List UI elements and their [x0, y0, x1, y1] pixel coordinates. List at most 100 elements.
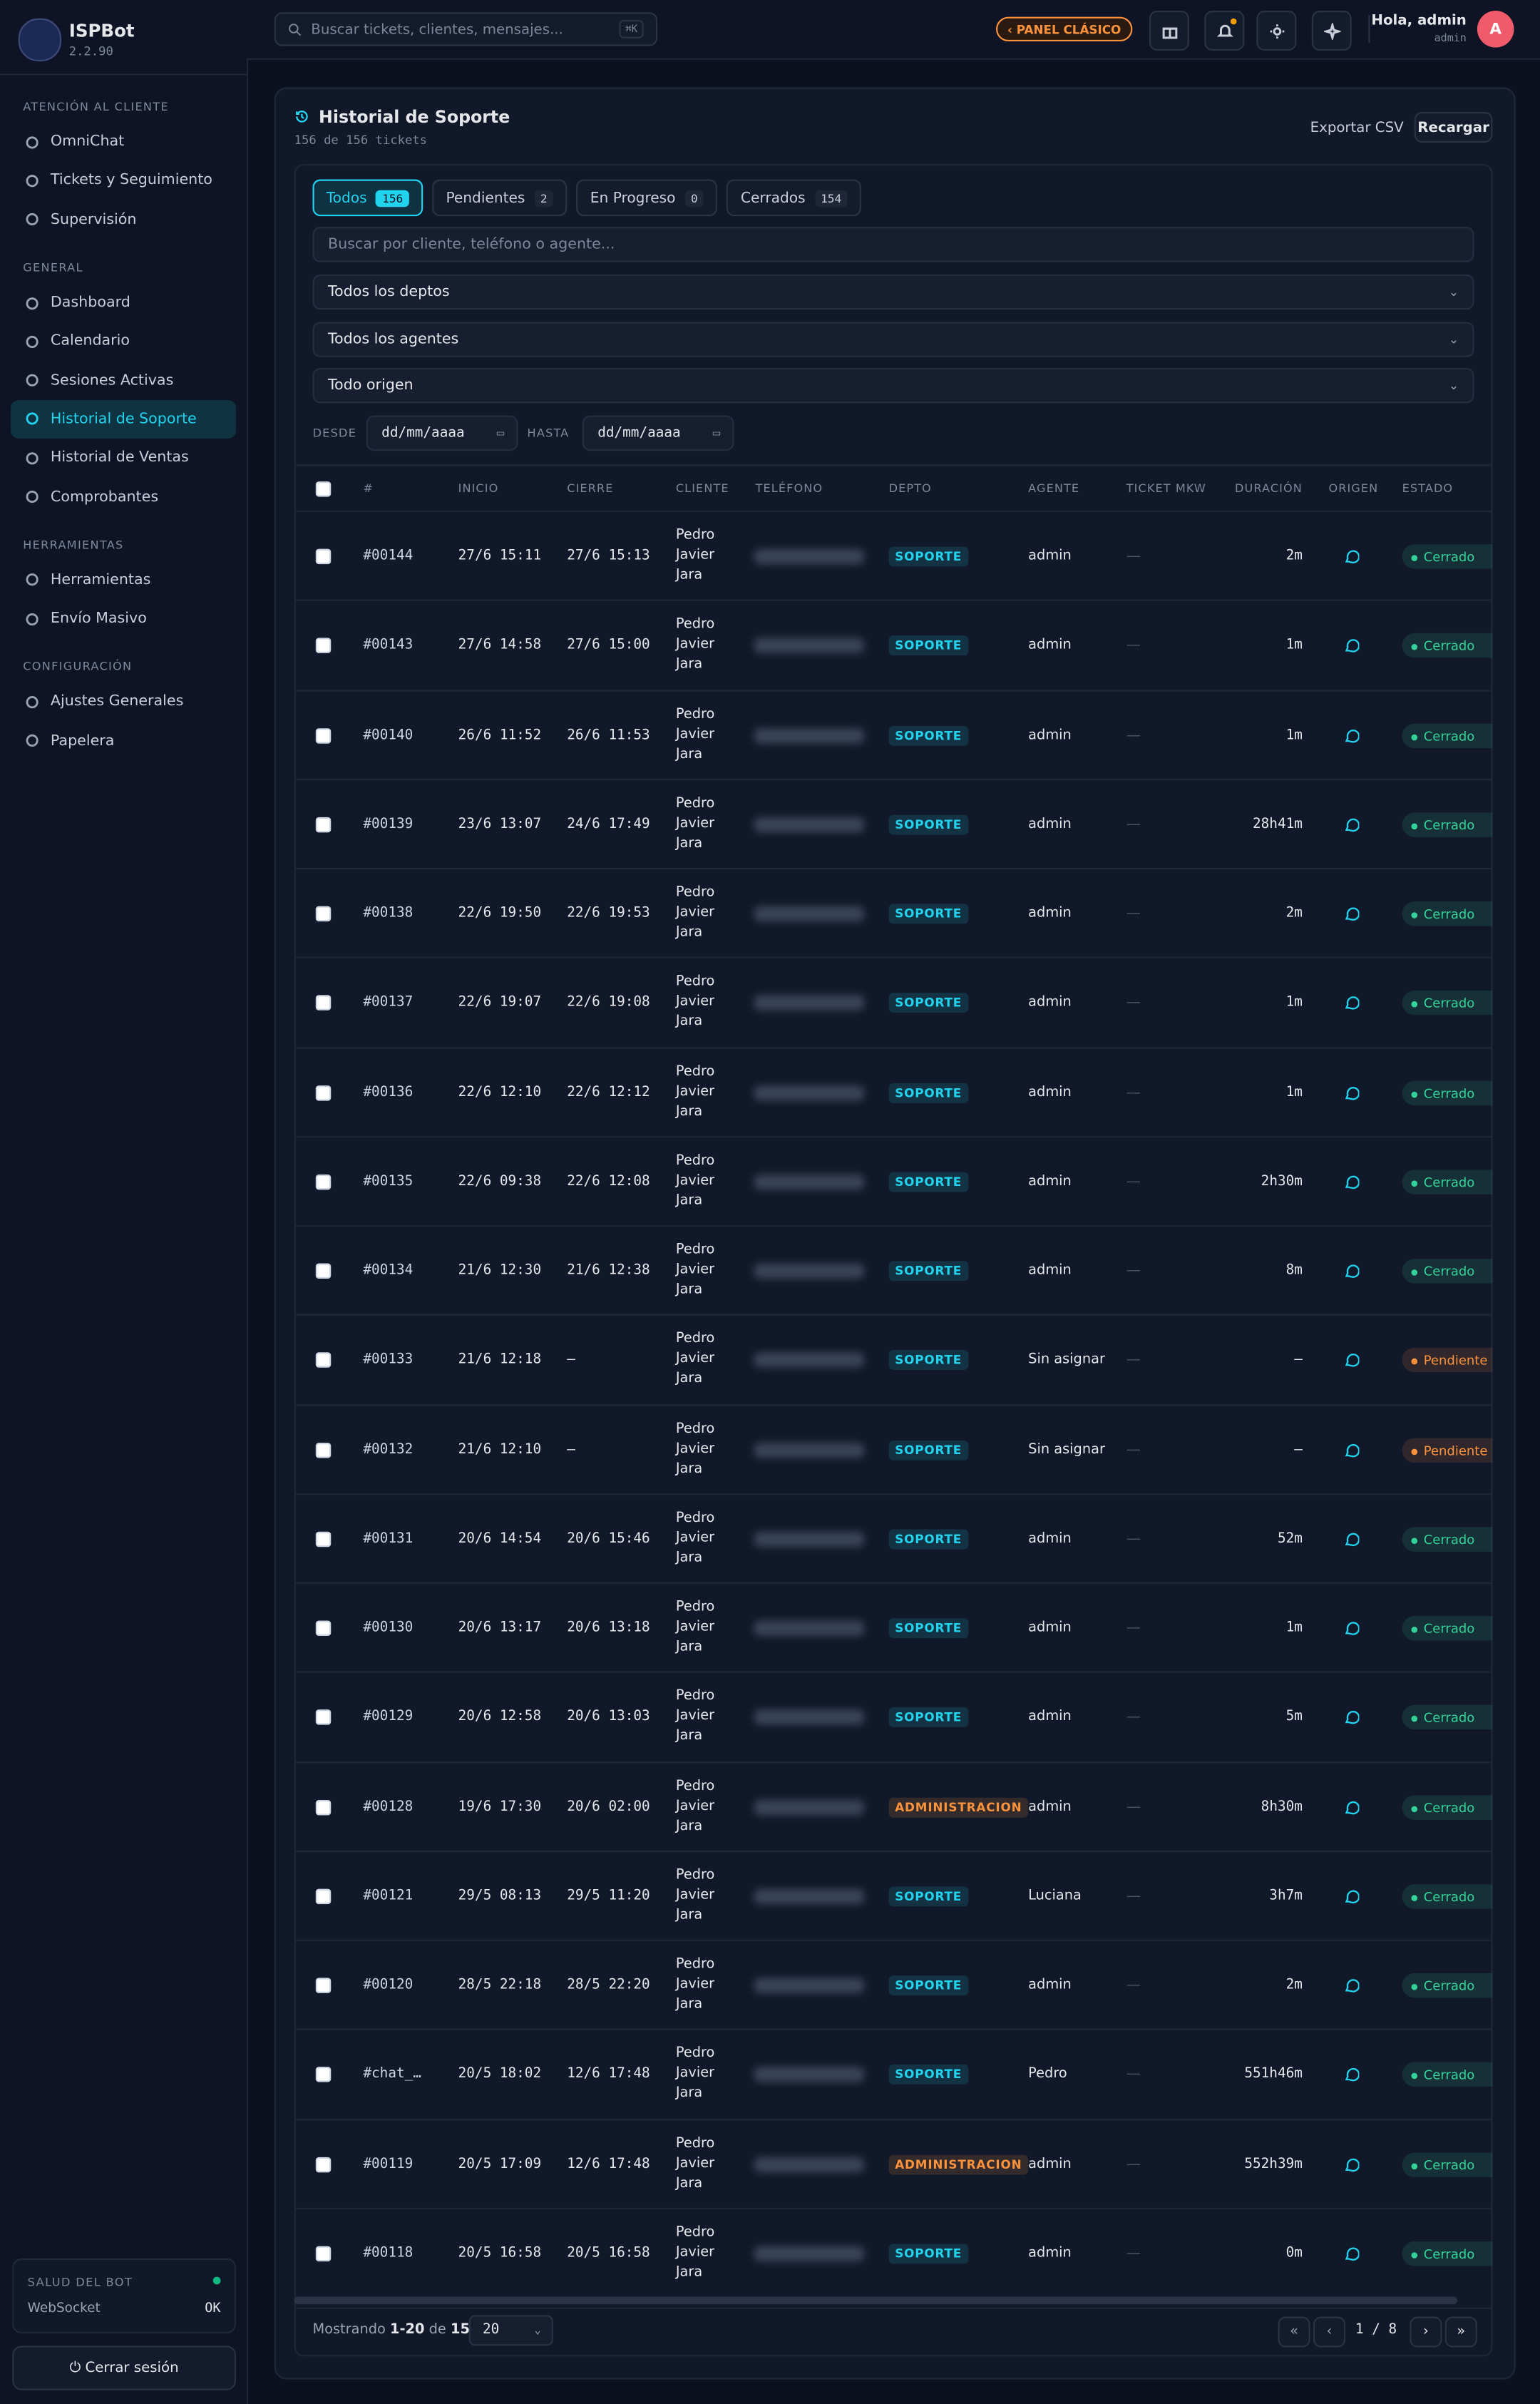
origin-icon	[1344, 996, 1360, 1011]
client: Pedro Javier Jara	[675, 2225, 715, 2281]
checkbox[interactable]	[315, 727, 332, 743]
nav-item[interactable]: Herramientas	[11, 561, 236, 599]
nav-item[interactable]: OmniChat	[11, 123, 236, 161]
last-page[interactable]: »	[1444, 2316, 1477, 2348]
greeting: Hola, admin	[1371, 12, 1467, 29]
gift-button[interactable]	[1149, 11, 1189, 51]
search-icon	[289, 24, 302, 36]
nav: ATENCIÓN AL CLIENTE OmniChat Tickets y Seg…	[0, 69, 247, 760]
phone-blurred	[754, 2157, 865, 2172]
duration: 5m	[1285, 1709, 1303, 1726]
notifications-button[interactable]	[1204, 11, 1245, 51]
phone-blurred	[754, 1888, 865, 1904]
nav-item[interactable]: Sesiones Activas	[11, 361, 236, 399]
dept-badge: SOPORTE	[888, 1975, 968, 1996]
checkbox[interactable]	[315, 1263, 332, 1279]
nav-item[interactable]: Dashboard	[11, 283, 236, 322]
origin-icon	[1344, 817, 1360, 832]
dept-badge: SOPORTE	[888, 1529, 968, 1550]
logout-button[interactable]: ⏻ Cerrar sesión	[12, 2346, 236, 2390]
from-date[interactable]: dd/mm/aaaa ▭	[366, 415, 518, 451]
start-time: 20/6 14:54	[458, 1531, 542, 1547]
checkbox[interactable]	[315, 1531, 332, 1547]
checkbox[interactable]	[315, 2067, 332, 2083]
nav-item[interactable]: Ajustes Generales	[11, 682, 236, 721]
next-page[interactable]: ›	[1410, 2316, 1442, 2348]
ai-button[interactable]	[1311, 11, 1352, 51]
nav-item[interactable]: Historial de Soporte	[11, 399, 236, 439]
checkbox[interactable]	[315, 1888, 332, 1904]
phone-blurred	[754, 1353, 865, 1369]
select[interactable]: Todos los deptos ⌄	[312, 274, 1474, 310]
checkbox[interactable]	[315, 481, 332, 497]
select[interactable]: Todos los agentes ⌄	[312, 321, 1474, 357]
table-row: #00134 21/6 12:30 21/6 12:38 Pedro Javier J…	[294, 1224, 1493, 1316]
nav-item[interactable]: Historial de Ventas	[11, 439, 236, 477]
dept-badge: SOPORTE	[888, 1261, 968, 1282]
checkbox[interactable]	[315, 1709, 332, 1726]
origin-icon	[1344, 1085, 1360, 1100]
agent: admin	[1028, 2246, 1072, 2261]
column-header: AGENTE	[1028, 481, 1080, 496]
checkbox[interactable]	[315, 1442, 332, 1458]
nav-item[interactable]: Calendario	[11, 322, 236, 361]
to-date[interactable]: dd/mm/aaaa ▭	[582, 415, 734, 451]
checkbox[interactable]	[315, 906, 332, 922]
status-pill: Cerrado	[1402, 2062, 1493, 2087]
tab-count: 2	[534, 189, 554, 207]
nav-item[interactable]: Supervisión	[11, 200, 236, 239]
global-search[interactable]: Buscar tickets, clientes, mensajes... ⌘K	[274, 12, 658, 46]
checkbox[interactable]	[315, 638, 332, 654]
checkbox[interactable]	[315, 1620, 332, 1637]
agent: Pedro	[1028, 2067, 1067, 2083]
nav-item[interactable]: Envío Masivo	[11, 600, 236, 638]
nav-item[interactable]: Papelera	[11, 722, 236, 760]
checkbox[interactable]	[315, 996, 332, 1011]
checkbox[interactable]	[315, 1085, 332, 1100]
origin-icon	[1344, 2157, 1360, 2172]
filter-search[interactable]: Buscar por cliente, teléfono o agente...	[312, 227, 1474, 262]
nav-item[interactable]: Comprobantes	[11, 477, 236, 516]
classic-button[interactable]: ‹ PANEL CLÁSICO	[996, 16, 1133, 42]
separator	[1368, 15, 1370, 44]
start-time: 22/6 12:10	[458, 1085, 542, 1100]
prev-page[interactable]: ‹	[1313, 2316, 1346, 2348]
section-title: ATENCIÓN AL CLIENTE	[23, 99, 169, 114]
tab[interactable]: En Progreso 0	[576, 179, 718, 217]
page-size[interactable]: 20 ⌄	[468, 2315, 553, 2346]
of: de	[428, 2323, 446, 2338]
client: Pedro Javier Jara	[675, 1153, 715, 1209]
checkbox[interactable]	[315, 1978, 332, 1994]
select[interactable]: Todo origen ⌄	[312, 368, 1474, 404]
checkbox[interactable]	[315, 817, 332, 833]
end-time: —	[567, 1353, 575, 1369]
phone-blurred	[754, 1085, 865, 1100]
status-pill: Cerrado	[1402, 1794, 1493, 1820]
first-page[interactable]: «	[1278, 2316, 1310, 2348]
table-row: #00131 20/6 14:54 20/6 15:46 Pedro Javier J…	[294, 1493, 1493, 1583]
duration: 1m	[1285, 996, 1303, 1011]
tab[interactable]: Cerrados 154	[727, 179, 862, 217]
checkbox[interactable]	[315, 1353, 332, 1369]
export-button[interactable]: Exportar CSV	[1310, 119, 1404, 137]
avatar[interactable]: A	[1477, 11, 1514, 48]
nav-item[interactable]: Tickets y Seguimiento	[11, 161, 236, 200]
tab[interactable]: Pendientes 2	[432, 179, 568, 217]
start-time: 19/6 17:30	[458, 1799, 542, 1815]
theme-button[interactable]	[1256, 11, 1297, 51]
tab[interactable]: Todos 156	[312, 179, 423, 217]
checkbox[interactable]	[315, 1174, 332, 1190]
status-pill: Cerrado	[1402, 1705, 1493, 1730]
duration: 52m	[1277, 1531, 1303, 1547]
brand: ISPBot	[68, 19, 135, 42]
checkbox[interactable]	[315, 2157, 332, 2172]
checkbox[interactable]	[315, 548, 332, 565]
dept-badge: SOPORTE	[888, 993, 968, 1013]
reload-button[interactable]: Recargar	[1414, 111, 1493, 143]
checkbox[interactable]	[315, 2246, 332, 2261]
end-time: 20/6 02:00	[567, 1799, 650, 1815]
duration: 1m	[1285, 1085, 1303, 1100]
agent: admin	[1028, 1085, 1072, 1100]
checkbox[interactable]	[315, 1799, 332, 1815]
start-time: 20/6 13:17	[458, 1620, 542, 1637]
